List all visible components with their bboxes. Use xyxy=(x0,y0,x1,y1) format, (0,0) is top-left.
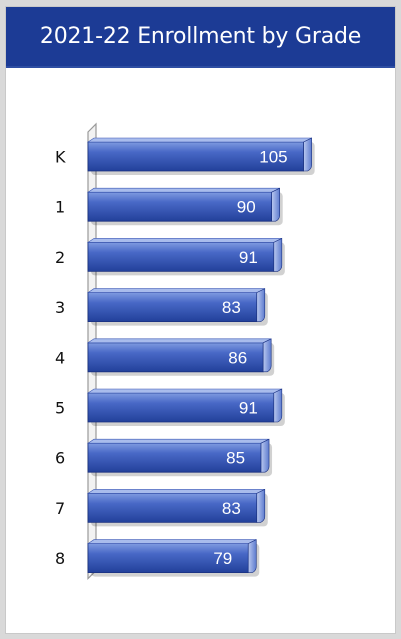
bar-end-cap xyxy=(256,288,266,322)
bar-7 xyxy=(87,488,268,527)
value-label-2: 91 xyxy=(239,248,258,267)
category-label-5: 5 xyxy=(55,399,65,418)
bar-1 xyxy=(87,187,283,226)
value-label-4: 86 xyxy=(228,348,247,367)
bar-6 xyxy=(87,438,273,477)
bar-top-face xyxy=(87,539,257,544)
category-label-3: 3 xyxy=(55,298,65,317)
bar-top-face xyxy=(87,187,280,193)
bar-top-face xyxy=(87,438,270,444)
bar-top-face xyxy=(87,489,265,494)
value-label-6: 85 xyxy=(226,449,245,468)
bar-2 xyxy=(87,237,285,276)
bar-top-face xyxy=(87,238,282,243)
bar-8 xyxy=(87,539,260,577)
bar-top-face xyxy=(87,137,312,143)
bar-K xyxy=(87,137,315,175)
category-label-8: 8 xyxy=(55,549,65,568)
bar-top-face xyxy=(87,288,265,293)
bar-end-cap xyxy=(260,438,270,473)
value-label-8: 79 xyxy=(213,549,232,568)
enrollment-bar-chart: K 105 1 90 2 91 3 83 4 86 5 91 6 85 7 83 8 79 xyxy=(55,122,315,581)
bar-end-cap xyxy=(262,338,272,373)
category-label-6: 6 xyxy=(55,449,65,468)
bar-4 xyxy=(87,338,275,376)
value-label-1: 90 xyxy=(237,198,256,217)
chart-title: 2021-22 Enrollment by Grade xyxy=(6,7,395,68)
value-label-5: 91 xyxy=(239,399,258,418)
bar-3 xyxy=(87,288,268,326)
category-label-1: 1 xyxy=(55,198,65,217)
bar-end-cap xyxy=(256,488,266,523)
value-label-K: 105 xyxy=(259,148,287,167)
value-label-7: 83 xyxy=(222,499,241,518)
bar-end-cap xyxy=(273,388,283,423)
category-label-4: 4 xyxy=(55,348,65,367)
bar-end-cap xyxy=(247,539,257,573)
category-label-7: 7 xyxy=(55,499,65,518)
bar-end-cap xyxy=(271,187,280,222)
bar-top-face xyxy=(87,338,272,344)
bar-end-cap xyxy=(273,237,283,272)
bar-top-face xyxy=(87,388,282,394)
bar-end-cap xyxy=(303,137,312,172)
category-label-K: K xyxy=(55,148,66,167)
bar-5 xyxy=(87,388,285,426)
category-label-2: 2 xyxy=(55,248,65,267)
value-label-3: 83 xyxy=(222,298,241,317)
chart-panel: 2021-22 Enrollment by Grade K 105 1 90 2 91 3 8… xyxy=(5,6,396,634)
